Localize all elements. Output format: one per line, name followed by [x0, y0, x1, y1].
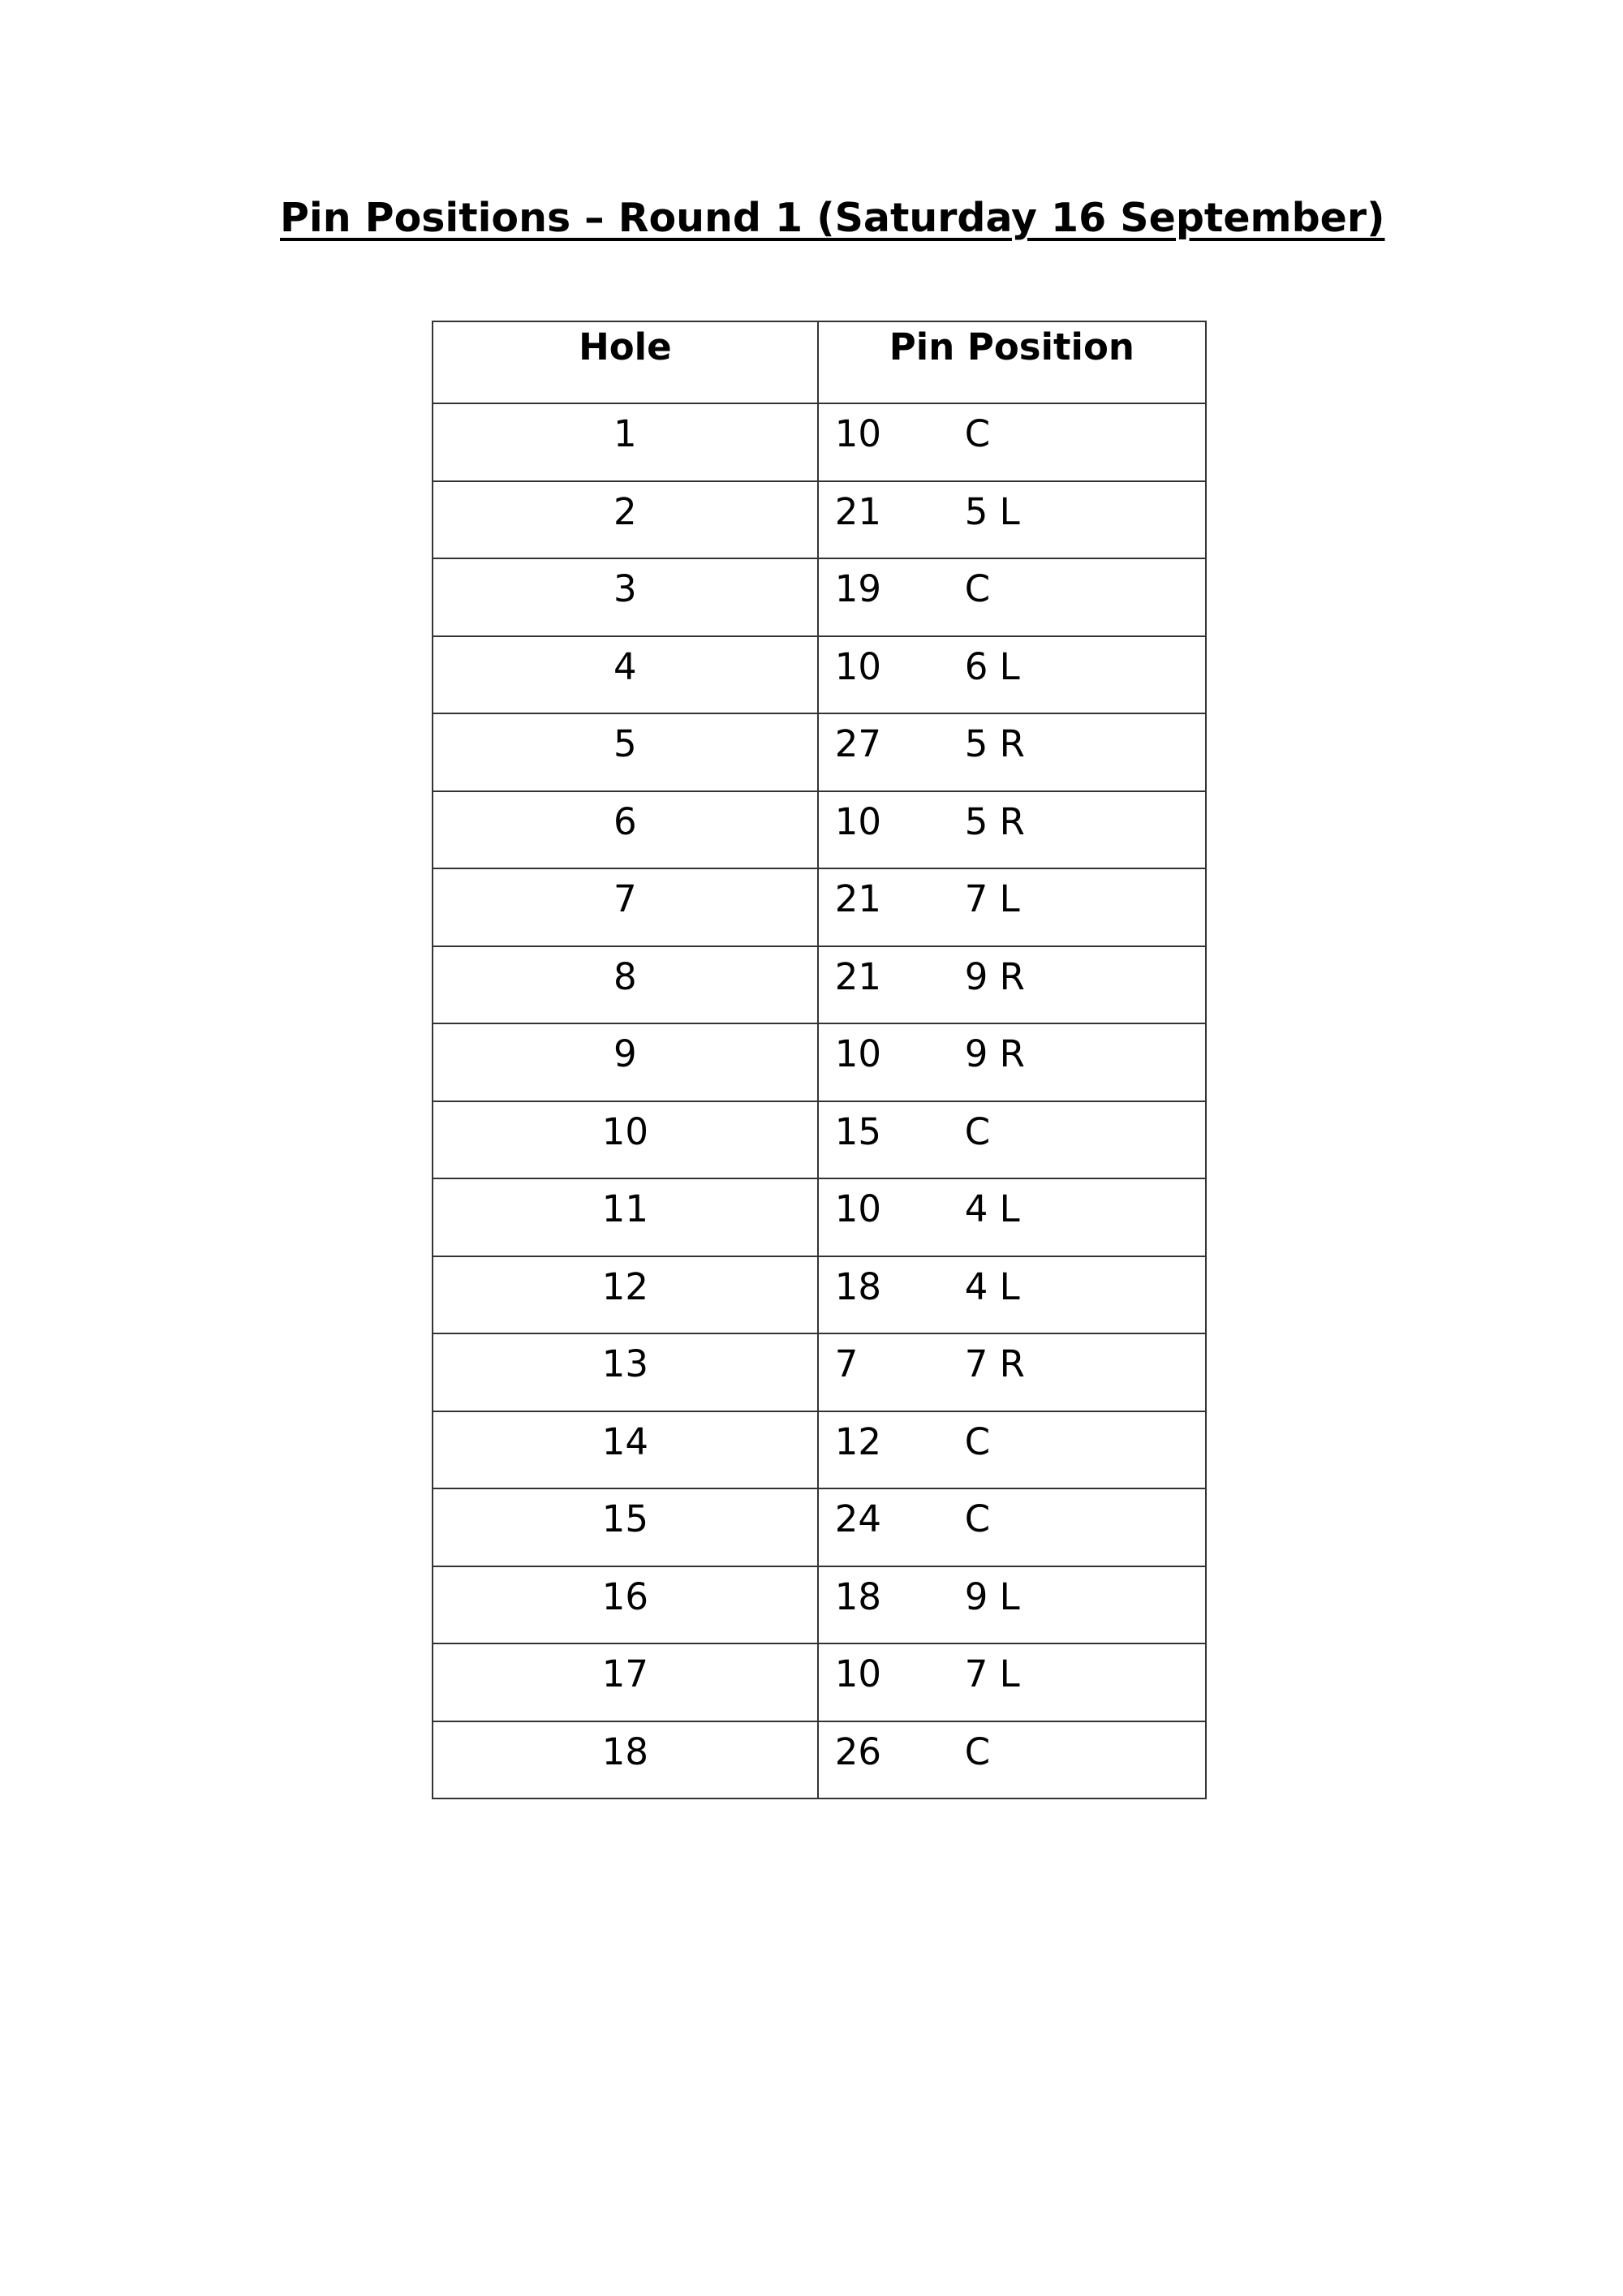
page-title: Pin Positions – Round 1 (Saturday 16 Sep…	[280, 195, 1385, 241]
side-value: 4 L	[964, 1264, 1020, 1308]
table-row: 1 10 C	[432, 403, 1208, 482]
pin-position-cell: 19 C	[816, 558, 1208, 637]
hole-cell: 8	[432, 945, 819, 1024]
table-row: 11 10 4 L	[432, 1178, 1208, 1257]
table-row: 8 21 9 R	[432, 945, 1208, 1024]
pin-position-cell: 10 5 R	[816, 790, 1208, 869]
distance-value: 10	[834, 1032, 881, 1075]
side-value: C	[964, 412, 991, 455]
table-header-row: Hole Pin Position	[432, 321, 1208, 404]
distance-value: 10	[834, 1652, 881, 1695]
side-value: 5 L	[964, 489, 1020, 533]
side-value: C	[964, 567, 991, 610]
table-row: 17 10 7 L	[432, 1643, 1208, 1722]
table-row: 5 27 5 R	[432, 713, 1208, 792]
table-row: 9 10 9 R	[432, 1023, 1208, 1102]
distance-value: 21	[834, 489, 881, 533]
table-row: 3 19 C	[432, 558, 1208, 637]
pin-position-cell: 18 9 L	[816, 1565, 1208, 1644]
pin-position-cell: 27 5 R	[816, 713, 1208, 792]
hole-cell: 17	[432, 1643, 819, 1722]
distance-value: 21	[834, 877, 881, 920]
table-row: 7 21 7 L	[432, 868, 1208, 947]
distance-value: 15	[834, 1109, 881, 1153]
hole-cell: 2	[432, 480, 819, 559]
table-row: 18 26 C	[432, 1720, 1208, 1799]
distance-value: 7	[834, 1342, 859, 1385]
side-value: C	[964, 1419, 991, 1463]
side-value: 7 R	[964, 1342, 1025, 1385]
hole-cell: 15	[432, 1488, 819, 1567]
pin-position-cell: 10 9 R	[816, 1023, 1208, 1102]
distance-value: 27	[834, 722, 881, 765]
distance-value: 21	[834, 954, 881, 998]
distance-value: 26	[834, 1730, 881, 1773]
distance-value: 10	[834, 799, 881, 843]
table-row: 2 21 5 L	[432, 480, 1208, 559]
hole-cell: 16	[432, 1565, 819, 1644]
hole-cell: 14	[432, 1410, 819, 1489]
pin-position-cell: 7 7 R	[816, 1333, 1208, 1412]
side-value: 9 L	[964, 1574, 1020, 1618]
distance-value: 10	[834, 412, 881, 455]
distance-value: 24	[834, 1497, 881, 1540]
table-row: 6 10 5 R	[432, 790, 1208, 869]
hole-cell: 11	[432, 1178, 819, 1257]
hole-cell: 4	[432, 635, 819, 714]
table-row: 13 7 7 R	[432, 1333, 1208, 1412]
table-row: 10 15 C	[432, 1100, 1208, 1179]
hole-cell: 5	[432, 713, 819, 792]
side-value: 5 R	[964, 722, 1025, 765]
table-row: 16 18 9 L	[432, 1565, 1208, 1644]
pin-position-cell: 21 9 R	[816, 945, 1208, 1024]
distance-value: 18	[834, 1574, 881, 1618]
side-value: 7 L	[964, 877, 1020, 920]
pin-position-cell: 10 C	[816, 403, 1208, 482]
pin-position-cell: 21 7 L	[816, 868, 1208, 947]
distance-value: 19	[834, 567, 881, 610]
hole-cell: 10	[432, 1100, 819, 1179]
side-value: 9 R	[964, 1032, 1025, 1075]
side-value: 9 R	[964, 954, 1025, 998]
header-hole: Hole	[432, 321, 819, 404]
side-value: 5 R	[964, 799, 1025, 843]
table-row: 14 12 C	[432, 1410, 1208, 1489]
header-pin-position: Pin Position	[816, 321, 1208, 404]
pin-position-cell: 15 C	[816, 1100, 1208, 1179]
hole-cell: 12	[432, 1255, 819, 1334]
hole-cell: 3	[432, 558, 819, 637]
distance-value: 12	[834, 1419, 881, 1463]
distance-value: 10	[834, 644, 881, 688]
pin-position-cell: 10 4 L	[816, 1178, 1208, 1257]
distance-value: 18	[834, 1264, 881, 1308]
pin-position-cell: 10 6 L	[816, 635, 1208, 714]
pin-position-cell: 26 C	[816, 1720, 1208, 1799]
distance-value: 10	[834, 1187, 881, 1230]
pin-position-cell: 24 C	[816, 1488, 1208, 1567]
hole-cell: 18	[432, 1720, 819, 1799]
side-value: C	[964, 1730, 991, 1773]
table-row: 15 24 C	[432, 1488, 1208, 1567]
pin-position-cell: 18 4 L	[816, 1255, 1208, 1334]
pin-position-cell: 10 7 L	[816, 1643, 1208, 1722]
side-value: C	[964, 1497, 991, 1540]
table-row: 4 10 6 L	[432, 635, 1208, 714]
hole-cell: 13	[432, 1333, 819, 1412]
pin-position-cell: 21 5 L	[816, 480, 1208, 559]
hole-cell: 9	[432, 1023, 819, 1102]
side-value: C	[964, 1109, 991, 1153]
side-value: 4 L	[964, 1187, 1020, 1230]
table-row: 12 18 4 L	[432, 1255, 1208, 1334]
hole-cell: 7	[432, 868, 819, 947]
hole-cell: 1	[432, 403, 819, 482]
side-value: 7 L	[964, 1652, 1020, 1695]
side-value: 6 L	[964, 644, 1020, 688]
hole-cell: 6	[432, 790, 819, 869]
pin-position-cell: 12 C	[816, 1410, 1208, 1489]
